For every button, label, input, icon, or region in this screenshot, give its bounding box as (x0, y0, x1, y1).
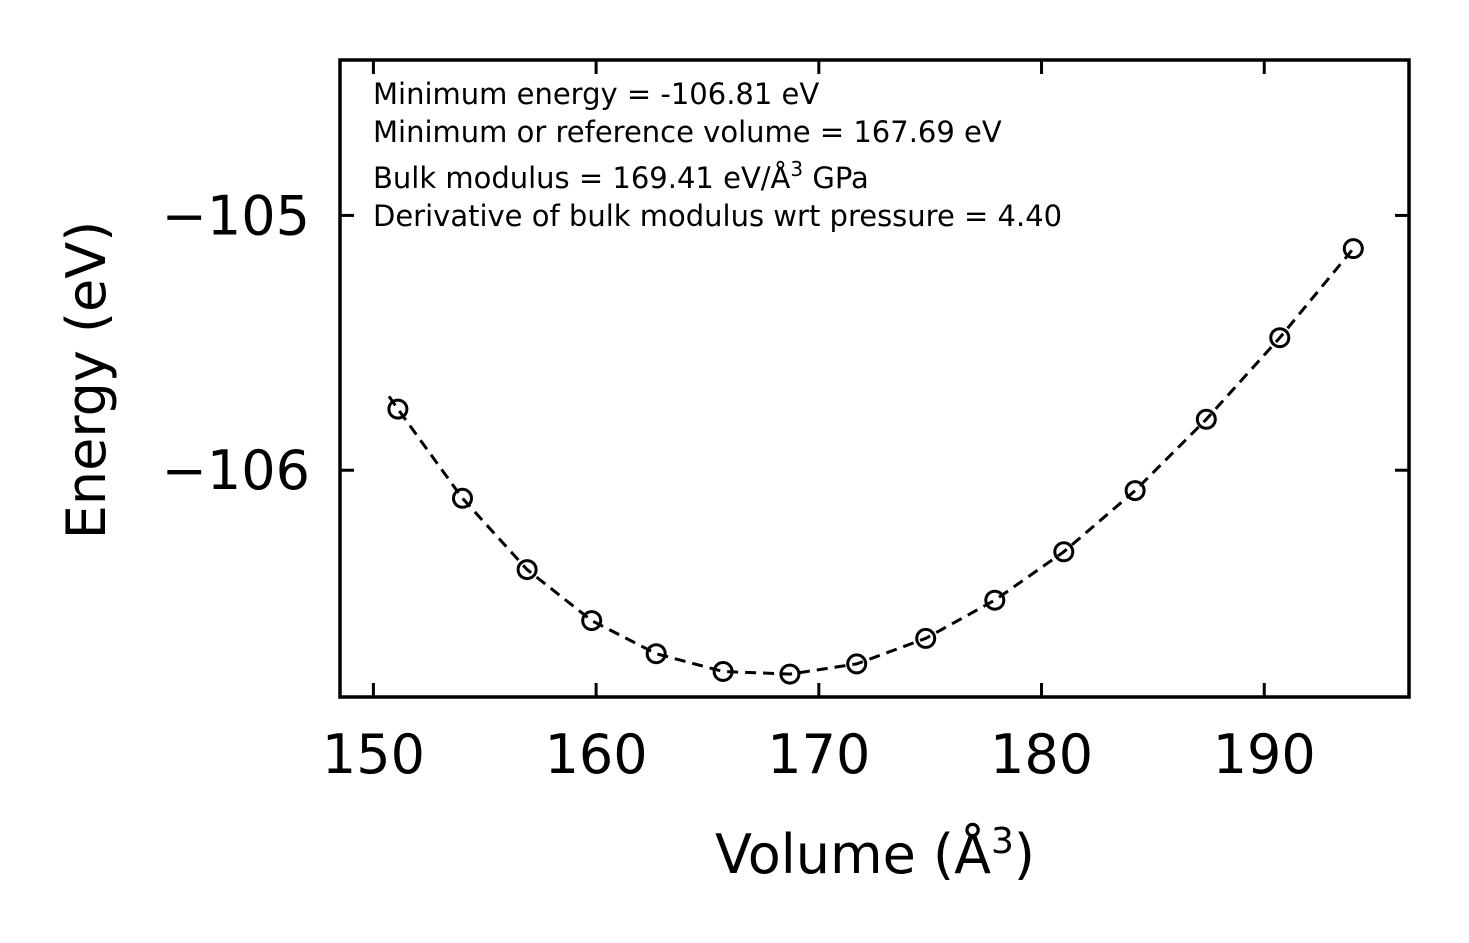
x-tick-label: 190 (1213, 723, 1316, 786)
data-point (984, 589, 1006, 611)
data-point (915, 627, 937, 649)
annotation-bulk-modulus-sup: 3 (790, 157, 803, 181)
x-tick-label: 170 (767, 723, 870, 786)
y-axis-label: Energy (eV) (55, 221, 118, 540)
annotation-min-energy: Minimum energy = -106.81 eV (373, 77, 819, 111)
data-point (1269, 327, 1291, 349)
x-tick-label: 150 (322, 723, 425, 786)
data-point (387, 398, 409, 420)
annotation-bulk-modulus: Bulk modulus = 169.41 eV/Å3 GPa (373, 157, 869, 195)
data-point (1053, 541, 1075, 563)
annotation-bulk-derivative: Derivative of bulk modulus wrt pressure … (373, 199, 1062, 233)
data-point (581, 610, 603, 632)
x-axis-label-sup: 3 (991, 821, 1014, 862)
data-point (1124, 480, 1146, 502)
x-axis-label-main: Volume (Å (715, 822, 991, 886)
plot-area (387, 238, 1364, 685)
y-tick-label: −106 (162, 439, 310, 502)
x-tick-label: 180 (990, 723, 1093, 786)
fit-curve (387, 247, 1355, 676)
data-point (516, 559, 538, 581)
data-point (1195, 408, 1217, 430)
data-point (1342, 238, 1364, 260)
axis-ticks (340, 60, 1409, 697)
x-tick-label: 160 (545, 723, 648, 786)
x-axis-label: Volume (Å3) (715, 821, 1035, 886)
plot-frame (338, 58, 1411, 699)
y-tick-label: −105 (162, 184, 310, 247)
data-point (645, 643, 667, 665)
data-point (712, 661, 734, 682)
x-axis-label-close: ) (1014, 823, 1035, 886)
data-point (846, 653, 868, 675)
data-point (779, 663, 801, 685)
annotation-bulk-modulus-main: Bulk modulus = 169.41 eV/Å (373, 161, 791, 195)
annotation-ref-volume: Minimum or reference volume = 167.69 eV (373, 115, 1002, 149)
data-point (452, 487, 473, 509)
annotation-bulk-modulus-tail: GPa (803, 161, 869, 195)
